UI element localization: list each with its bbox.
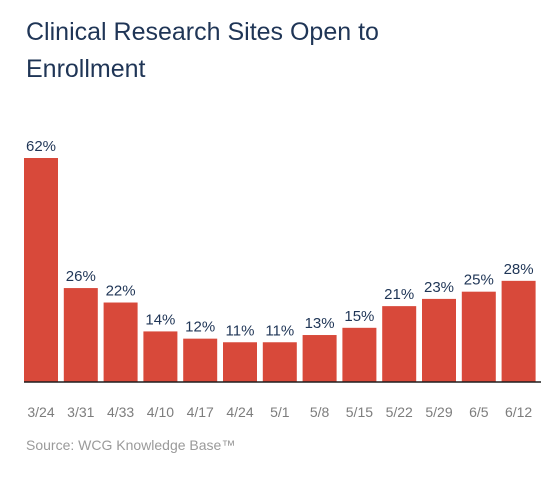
- x-tick-label-6-12: 6/12: [505, 404, 532, 420]
- bar-6-5: [461, 291, 496, 382]
- bar-4-10: [143, 331, 178, 382]
- bar-3-31: [63, 288, 98, 382]
- bar-5-8: [302, 335, 337, 382]
- value-label-3-31: 26%: [66, 268, 96, 285]
- bar-4-33: [103, 302, 138, 382]
- bar-5-29: [422, 298, 456, 382]
- x-tick-label-4-17: 4/17: [187, 404, 214, 420]
- source-note: Source: WCG Knowledge Base™: [26, 437, 236, 453]
- x-tick-label-3-24: 3/24: [27, 404, 54, 420]
- x-tick-labels-group: 3/24 3/31 4/33 4/10 4/17 4/24 5/1 5/8 5/15 5/22 5/…: [27, 404, 532, 420]
- x-tick-label-5-1: 5/1: [270, 404, 290, 420]
- value-label-5-15: 15%: [344, 308, 374, 325]
- bar-5-15: [342, 327, 377, 382]
- value-labels-group: 62% 26% 22% 14% 12% 11% 11% 13% 15% 21% 23% 25% 28%: [26, 138, 534, 339]
- value-label-4-33: 22%: [106, 283, 136, 300]
- bar-6-12: [501, 280, 536, 382]
- x-tick-label-5-29: 5/29: [425, 404, 452, 420]
- x-tick-label-4-33: 4/33: [107, 404, 134, 420]
- bar-3-24: [24, 158, 58, 382]
- bar-5-22: [382, 306, 417, 382]
- bars-group: [24, 158, 536, 382]
- x-tick-label-5-15: 5/15: [346, 404, 373, 420]
- x-tick-label-3-31: 3/31: [67, 404, 94, 420]
- value-label-4-10: 14%: [145, 311, 175, 328]
- value-label-4-24: 11%: [226, 322, 255, 339]
- x-tick-label-4-24: 4/24: [226, 404, 253, 420]
- x-tick-label-5-22: 5/22: [386, 404, 413, 420]
- value-label-6-5: 25%: [464, 272, 494, 289]
- bar-4-17: [183, 338, 218, 382]
- value-label-4-17: 12%: [185, 319, 215, 336]
- x-tick-label-4-10: 4/10: [147, 404, 174, 420]
- value-label-5-22: 21%: [384, 286, 414, 303]
- bar-5-1: [262, 342, 297, 382]
- value-label-6-12: 28%: [504, 261, 534, 278]
- value-label-5-1: 11%: [265, 322, 294, 339]
- x-tick-label-6-5: 6/5: [469, 404, 489, 420]
- chart-title: Clinical Research Sites Open to Enrollme…: [26, 18, 379, 83]
- value-label-5-8: 13%: [305, 315, 335, 332]
- bar-4-24: [223, 342, 257, 382]
- value-label-5-29: 23%: [424, 279, 454, 296]
- value-label-3-24: 62%: [26, 138, 56, 155]
- x-tick-label-5-8: 5/8: [310, 404, 330, 420]
